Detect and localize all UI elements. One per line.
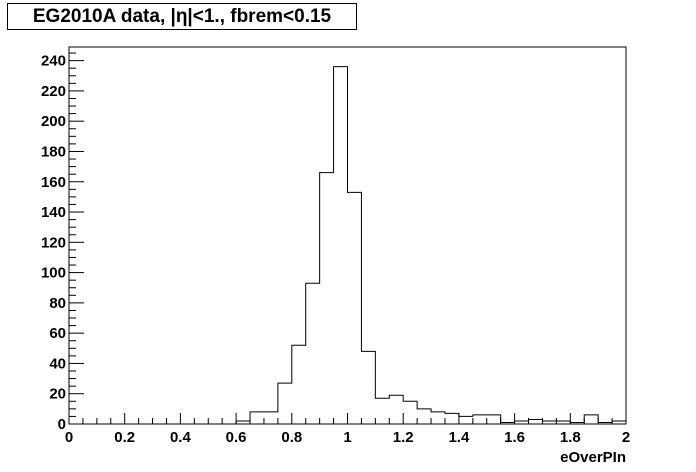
y-tick-label: 40 — [49, 355, 66, 372]
x-tick-label: 1.6 — [504, 429, 525, 446]
y-axis-tick-labels: 0 20 40 60 80 100 120 140 160 180 200 220 240 — [41, 53, 66, 433]
y-tick-label: 120 — [41, 234, 66, 251]
x-tick-label: 0.6 — [226, 429, 247, 446]
y-tick-label: 220 — [41, 83, 66, 100]
x-tick-label: 1.8 — [560, 429, 581, 446]
y-tick-label: 180 — [41, 143, 66, 160]
x-tick-label: 0 — [65, 429, 73, 446]
histogram-series-line — [69, 66, 627, 425]
x-tick-label: 1 — [343, 429, 351, 446]
x-tick-label: 1.4 — [448, 429, 470, 446]
y-tick-label: 20 — [49, 386, 66, 403]
x-axis-title: eOverPIn — [560, 449, 626, 466]
x-axis-ticks — [68, 413, 627, 424]
x-axis-tick-labels: 0 0.2 0.4 0.6 0.8 1 1.2 1.4 1.6 1.8 2 — [65, 429, 630, 446]
x-tick-label: 0.2 — [114, 429, 135, 446]
x-tick-label: 0.4 — [170, 429, 192, 446]
y-tick-label: 160 — [41, 174, 66, 191]
y-tick-label: 200 — [41, 113, 66, 130]
y-axis-ticks — [69, 52, 84, 425]
y-tick-label: 80 — [49, 295, 66, 312]
x-tick-label: 1.2 — [393, 429, 414, 446]
y-tick-label: 60 — [49, 325, 66, 342]
y-tick-label: 100 — [41, 265, 66, 282]
y-tick-label: 140 — [41, 204, 66, 221]
chart-title: EG2010A data, |η|<1., fbrem<0.15 — [7, 3, 357, 30]
x-tick-label: 2 — [622, 429, 630, 446]
x-tick-label: 0.8 — [281, 429, 302, 446]
y-tick-label: 0 — [58, 416, 66, 433]
y-tick-label: 240 — [41, 53, 66, 70]
